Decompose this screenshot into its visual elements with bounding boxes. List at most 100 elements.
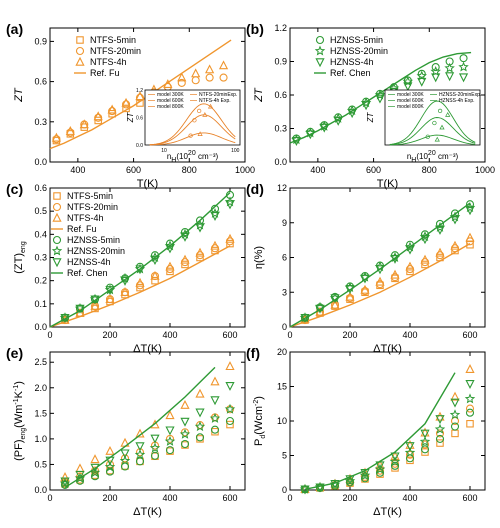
y-axis-label: (ZT)eng — [13, 241, 27, 274]
x-tick-label: 400 — [162, 330, 177, 340]
inset-x-axis-label: nH(1020 cm⁻³) — [167, 150, 219, 164]
y-tick-label: 9 — [282, 218, 287, 228]
y-tick-label: 20 — [277, 347, 287, 357]
data-point — [107, 104, 117, 114]
data-point — [205, 73, 214, 82]
data-point — [134, 449, 146, 460]
inset-legend-label: model 600K — [157, 98, 184, 104]
plot-frame — [289, 351, 486, 491]
legend-marker — [75, 56, 85, 66]
y-tick-label: 0.3 — [274, 124, 287, 134]
data-point — [389, 456, 401, 467]
data-point — [465, 408, 475, 417]
x-axis-label: T(K) — [137, 178, 158, 190]
legend-label: HZNSS-5min — [330, 35, 383, 45]
y-tick-label: 0.6 — [274, 90, 287, 100]
y-tick-label: 0.3 — [34, 117, 47, 127]
data-point — [300, 313, 310, 323]
data-point — [417, 77, 427, 87]
series-Ref. Chen — [289, 202, 471, 328]
data-point — [93, 111, 103, 121]
data-point — [177, 78, 186, 87]
x-tick-label: 0 — [287, 493, 292, 503]
data-point — [135, 265, 145, 275]
y-tick-label: 1.0 — [34, 434, 47, 444]
panel-f: 0 200 400 600 0 5 10 15 20 (f) ΔT(K) Pd(Wcm-2) — [246, 345, 486, 518]
data-point — [315, 483, 325, 493]
inset-point — [434, 136, 440, 142]
data-point — [435, 434, 445, 443]
inset-y-tick-label: 0.0 — [136, 143, 143, 149]
inset-y-axis-label: ZT — [126, 112, 135, 124]
x-tick-label: 1000 — [235, 165, 255, 175]
data-point — [300, 485, 310, 495]
inset-point — [207, 103, 214, 109]
legend-label: HZNSS-20min — [330, 46, 388, 56]
data-point — [390, 461, 400, 470]
series-HZNSS-5min — [60, 416, 235, 489]
series-HZNSS-20min — [59, 403, 236, 488]
data-point — [209, 412, 221, 423]
data-point — [191, 68, 201, 78]
data-point — [119, 455, 131, 466]
inset-point — [439, 124, 445, 130]
data-point — [458, 73, 469, 83]
data-point — [315, 306, 325, 316]
legend-label: NTFS-5min — [67, 191, 113, 201]
data-point — [459, 54, 468, 63]
series-Ref. Fu — [49, 245, 231, 328]
data-point — [180, 399, 190, 409]
data-point — [120, 449, 130, 459]
plot-frame — [49, 27, 246, 163]
data-point — [374, 463, 386, 474]
inset: model 300K NTFS-20minExp. model 600K NTFS-4… — [126, 88, 241, 164]
data-point — [75, 470, 85, 480]
panel-c: 0 200 400 600 0.0 0.1 0.2 0.3 0.4 0.5 0.6 (c) ΔT(K) (… — [6, 181, 246, 355]
legend-marker — [52, 235, 62, 245]
y-tick-label: 15 — [277, 382, 287, 392]
legend-label: Ref. Fu — [90, 68, 120, 78]
data-point — [435, 225, 445, 235]
series-line — [49, 245, 231, 328]
data-point — [94, 113, 103, 122]
y-axis-label: (PF)eng(Wm-1K-1) — [13, 381, 27, 461]
x-tick-label: 0 — [47, 330, 52, 340]
series-Ref. Chen — [64, 366, 216, 489]
inset-legend-label: model 800K — [157, 104, 184, 110]
y-axis-label: Pd(Wcm-2) — [253, 396, 267, 446]
data-point — [164, 435, 176, 446]
series-HZNSS-5min — [300, 408, 475, 494]
data-point — [345, 291, 355, 301]
series-NTFS-5min — [301, 241, 474, 324]
panel-e: 0 200 400 600 0.0 0.5 1.0 1.5 2.0 2.5 (e) ΔT(K) (PF)… — [6, 345, 246, 518]
data-point — [360, 287, 370, 296]
x-tick-label: 600 — [462, 330, 477, 340]
series-HZNSS-20min — [299, 393, 476, 494]
data-point — [180, 254, 190, 264]
inset-point — [432, 120, 437, 126]
data-point — [435, 411, 445, 421]
inset-legend-label: model 800K — [397, 104, 424, 110]
data-point — [165, 410, 175, 420]
data-point — [210, 396, 220, 406]
inset-x-tick-label: 100 — [231, 148, 240, 154]
inset-y-axis-label: ZT — [366, 112, 375, 124]
y-tick-label: 0.0 — [34, 322, 47, 332]
series-line — [289, 51, 472, 144]
y-tick-label: 1.2 — [274, 23, 287, 33]
data-point — [180, 227, 190, 237]
inset-point — [192, 118, 197, 123]
legend-marker — [52, 212, 62, 222]
data-point — [105, 286, 115, 296]
legend-marker — [76, 36, 84, 44]
series-line — [49, 192, 231, 328]
data-point — [149, 442, 161, 453]
y-tick-label: 0.6 — [34, 77, 47, 87]
y-axis-label: ZT — [13, 87, 25, 103]
legend-marker — [51, 245, 63, 256]
data-point — [195, 247, 205, 257]
x-tick-label: 800 — [422, 165, 437, 175]
data-point — [375, 94, 385, 104]
data-point — [375, 276, 385, 286]
series-NTFS-4h — [300, 232, 475, 323]
